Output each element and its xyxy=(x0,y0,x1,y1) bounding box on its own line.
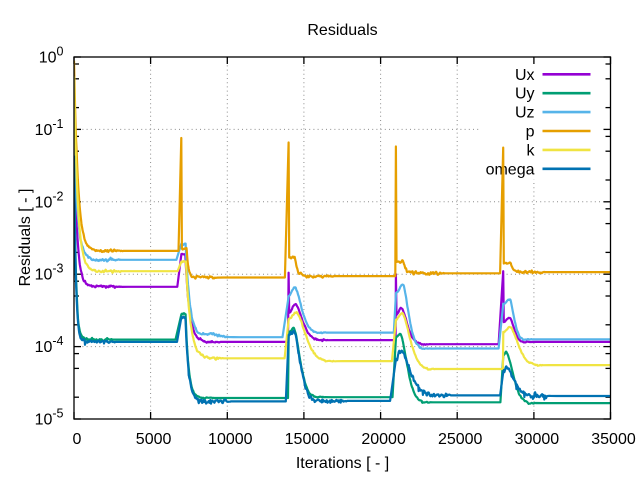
svg-text:p: p xyxy=(526,124,535,141)
svg-text:25000: 25000 xyxy=(438,431,483,448)
svg-text:35000: 35000 xyxy=(591,431,636,448)
svg-text:15000: 15000 xyxy=(285,431,330,448)
svg-text:Residuals: Residuals xyxy=(307,22,377,39)
svg-text:Ux: Ux xyxy=(515,67,535,84)
svg-text:0: 0 xyxy=(73,431,82,448)
svg-text:k: k xyxy=(527,142,536,159)
svg-text:omega: omega xyxy=(486,161,535,178)
svg-text:20000: 20000 xyxy=(361,431,406,448)
svg-text:Iterations [ - ]: Iterations [ - ] xyxy=(296,455,389,472)
svg-text:5000: 5000 xyxy=(136,431,172,448)
svg-text:Uz: Uz xyxy=(515,105,535,122)
svg-text:30000: 30000 xyxy=(515,431,560,448)
svg-text:10000: 10000 xyxy=(208,431,253,448)
svg-text:Residuals [ - ]: Residuals [ - ] xyxy=(17,189,34,287)
svg-text:Uy: Uy xyxy=(515,86,535,103)
